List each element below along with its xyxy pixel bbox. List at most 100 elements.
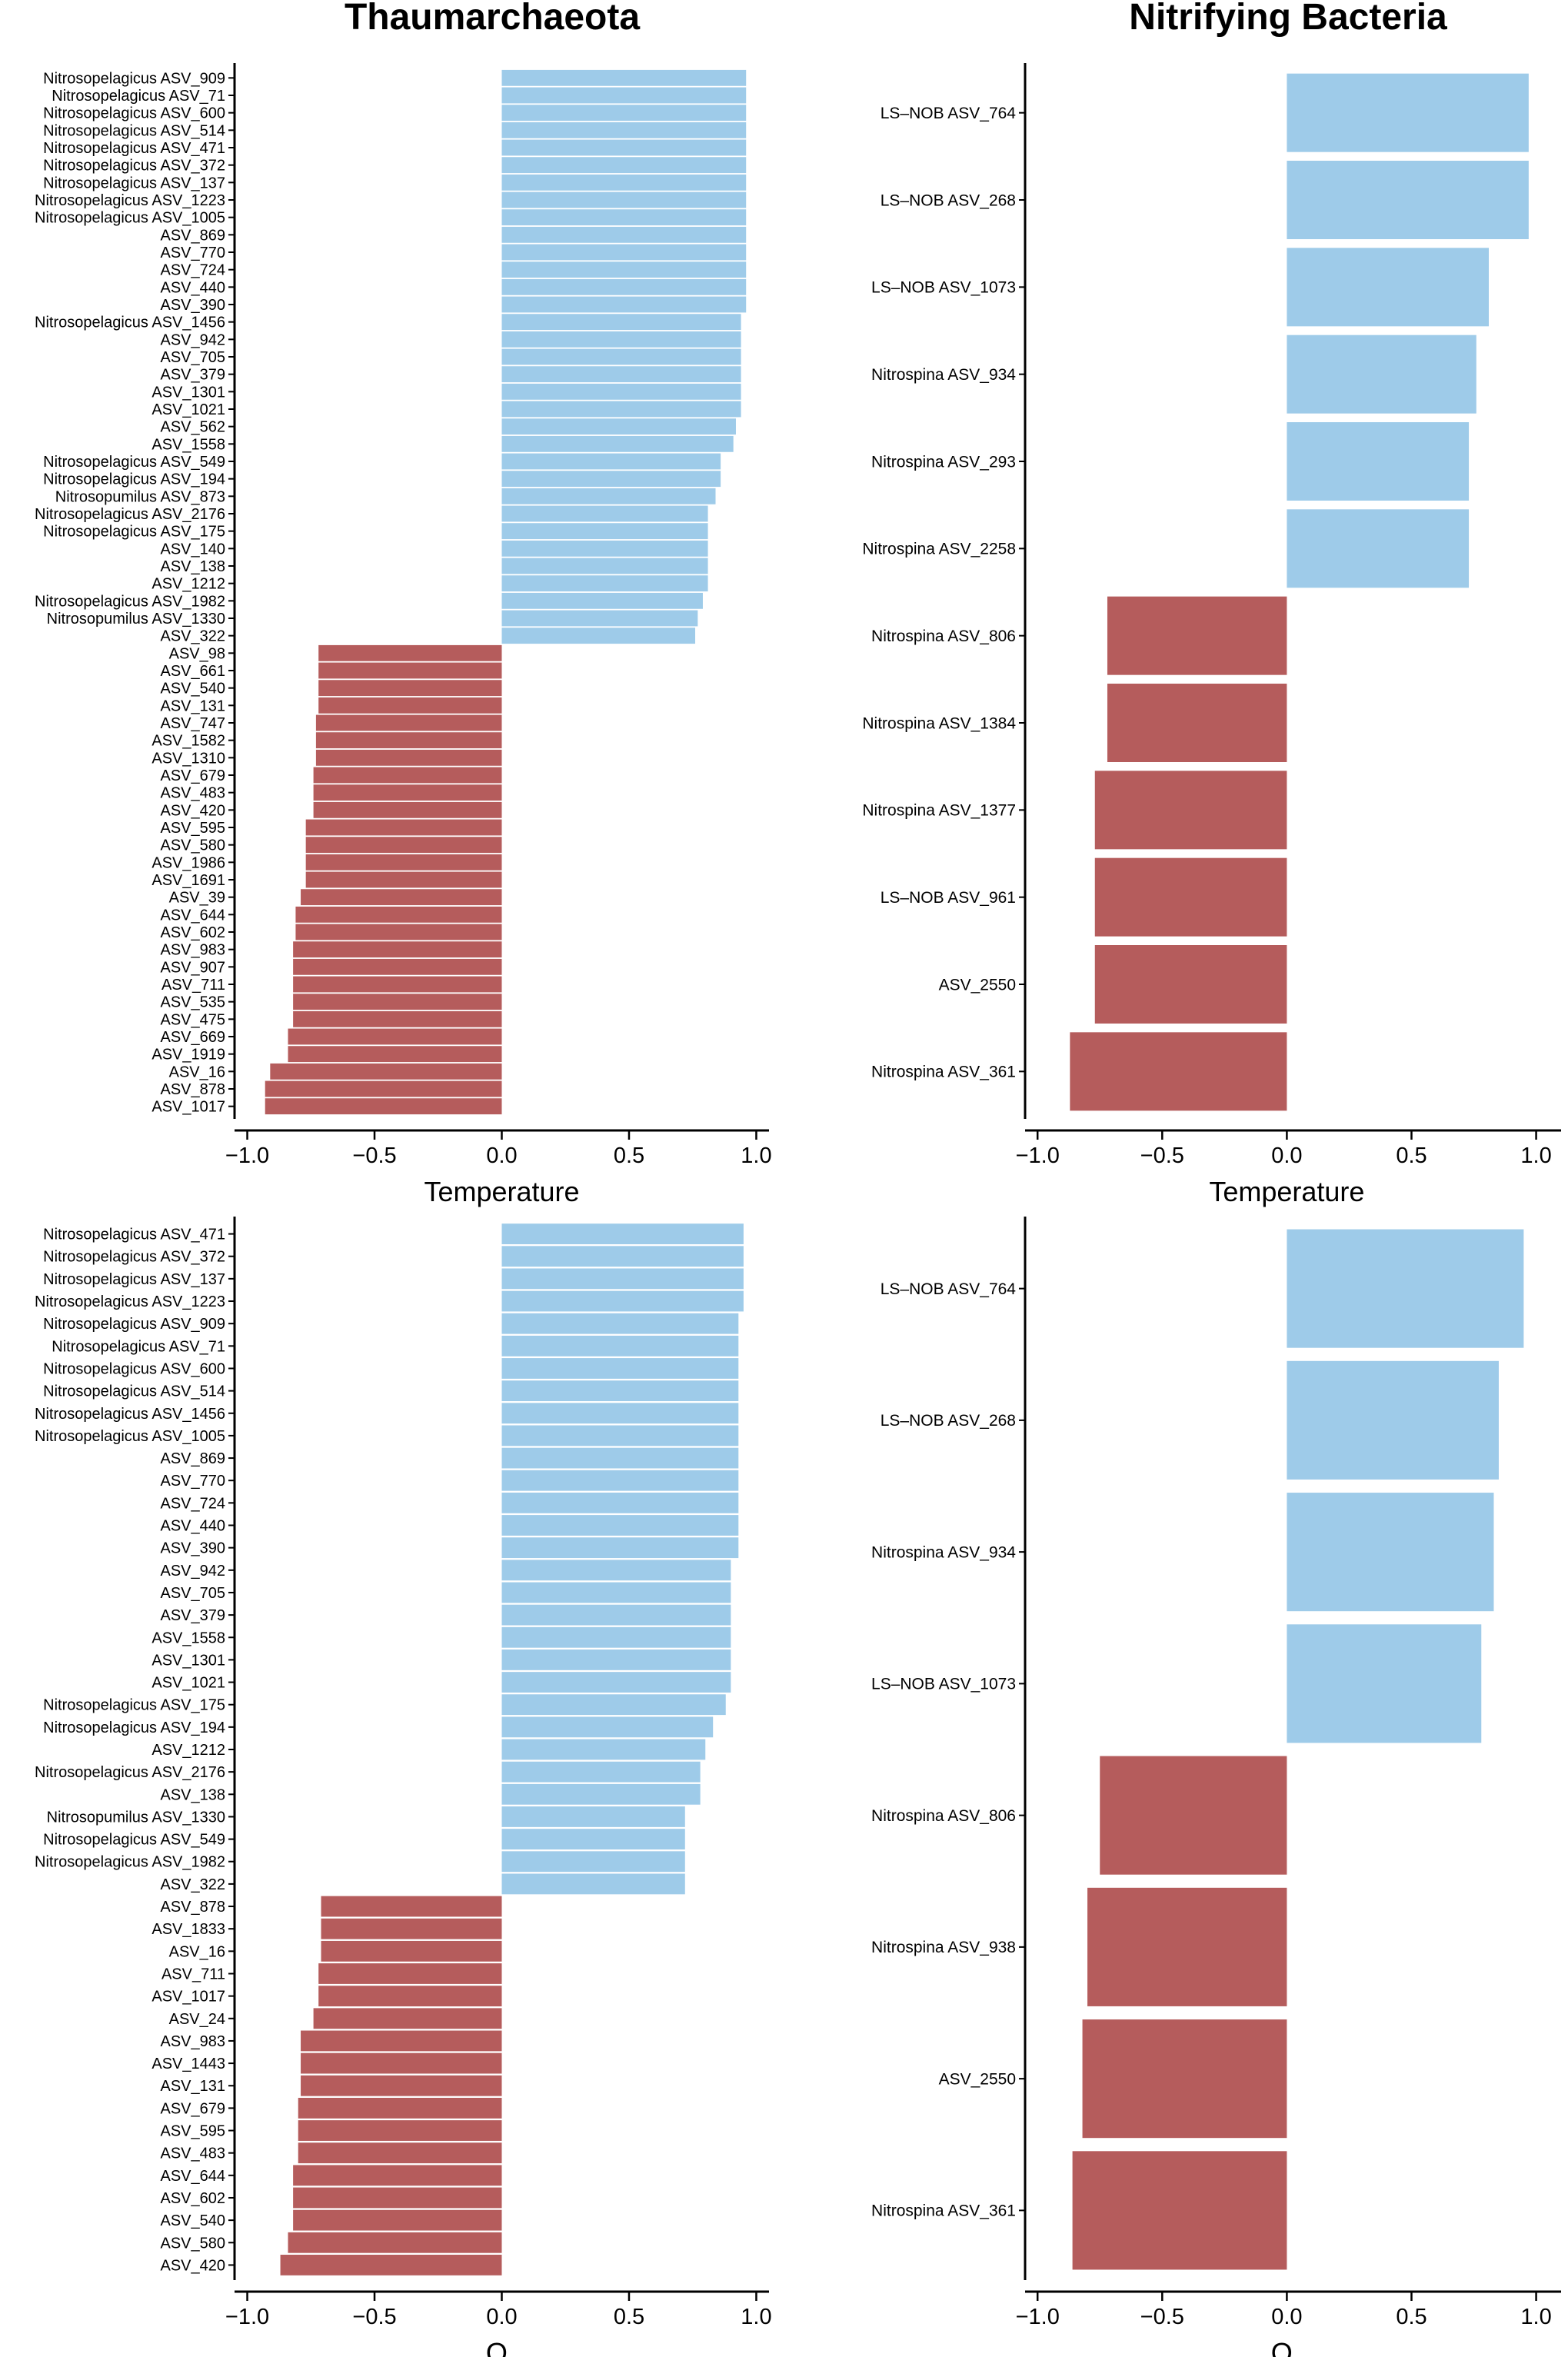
category-label-2-14: ASV_390 (160, 1540, 225, 1557)
bar-1-5 (1287, 509, 1470, 588)
bar-2-1 (501, 1246, 744, 1267)
bar-3-7 (1072, 2151, 1287, 2270)
bar-2-22 (501, 1716, 714, 1738)
bar-3-1 (1287, 1360, 1499, 1480)
bar-0-3 (501, 122, 747, 138)
category-label-2-34: ASV_1017 (151, 1989, 225, 2006)
bar-1-6 (1107, 596, 1287, 675)
bar-2-43 (293, 2187, 502, 2209)
x-tick-label-2-3: 0.5 (614, 2305, 644, 2329)
bar-3-0 (1287, 1229, 1524, 1348)
bar-1-0 (1287, 73, 1529, 152)
x-axis-label-2: O2 (486, 2337, 518, 2357)
category-label-0-33: ASV_98 (169, 645, 225, 662)
category-label-0-44: ASV_580 (160, 837, 225, 854)
category-label-2-4: Nitrosopelagicus ASV_909 (43, 1316, 225, 1333)
bar-0-41 (313, 784, 502, 801)
bar-1-4 (1287, 422, 1470, 501)
category-label-3-7: Nitrospina ASV_361 (871, 2202, 1016, 2220)
bar-0-53 (293, 994, 502, 1010)
bar-2-26 (501, 1806, 685, 1827)
category-label-2-45: ASV_580 (160, 2235, 225, 2252)
category-label-0-7: Nitrosopelagicus ASV_1223 (35, 192, 225, 209)
category-label-2-38: ASV_131 (160, 2078, 225, 2095)
x-tick-label-3-4: 1.0 (1520, 2305, 1551, 2329)
category-label-0-48: ASV_644 (160, 907, 225, 924)
category-label-0-46: ASV_1691 (151, 872, 225, 889)
category-label-3-1: LS–NOB ASV_268 (881, 1412, 1016, 1430)
category-label-1-2: LS–NOB ASV_1073 (871, 279, 1016, 297)
bar-0-32 (501, 628, 696, 644)
category-label-0-42: ASV_420 (160, 802, 225, 819)
category-label-2-44: ASV_540 (160, 2212, 225, 2229)
category-label-1-0: LS–NOB ASV_764 (881, 105, 1017, 122)
bar-0-24 (501, 488, 716, 504)
x-tick-label-2-2: 0.0 (486, 2305, 517, 2329)
bar-0-1 (501, 87, 747, 104)
category-label-0-27: ASV_140 (160, 541, 225, 558)
category-label-0-18: ASV_1301 (151, 384, 225, 401)
category-label-0-24: Nitrosopumilus ASV_873 (55, 488, 225, 505)
category-label-0-55: ASV_669 (160, 1029, 225, 1046)
x-axis-label-text-0: Temperature (424, 1176, 579, 1207)
bar-1-10 (1094, 945, 1287, 1024)
x-tick-label-2-4: 1.0 (741, 2305, 771, 2329)
bar-0-18 (501, 383, 741, 400)
bar-2-23 (501, 1739, 706, 1760)
category-label-0-43: ASV_595 (160, 820, 225, 837)
bar-2-39 (298, 2097, 502, 2119)
bar-2-8 (501, 1403, 739, 1424)
bar-2-19 (501, 1650, 731, 1670)
category-label-0-28: ASV_138 (160, 558, 225, 575)
bar-2-6 (501, 1358, 739, 1379)
bar-0-48 (295, 906, 502, 923)
category-label-2-25: ASV_138 (160, 1786, 225, 1803)
bar-0-17 (501, 366, 741, 383)
x-tick-label-2-0: −1.0 (225, 2305, 269, 2329)
category-label-2-40: ASV_595 (160, 2123, 225, 2140)
category-label-0-38: ASV_1582 (151, 733, 225, 750)
category-label-2-6: Nitrosopelagicus ASV_600 (43, 1360, 225, 1377)
bar-2-16 (501, 1582, 731, 1603)
category-label-2-17: ASV_379 (160, 1607, 225, 1624)
category-label-1-5: Nitrospina ASV_2258 (862, 541, 1016, 558)
category-label-1-6: Nitrospina ASV_806 (871, 628, 1016, 645)
category-label-0-11: ASV_724 (160, 262, 225, 279)
category-label-0-54: ASV_475 (160, 1011, 225, 1028)
category-label-2-32: ASV_16 (169, 1943, 225, 1960)
bar-0-47 (301, 889, 502, 906)
category-label-2-11: ASV_770 (160, 1473, 225, 1490)
bar-2-35 (313, 2008, 502, 2029)
category-label-0-1: Nitrosopelagicus ASV_71 (52, 88, 225, 105)
bar-0-27 (501, 540, 708, 557)
category-label-0-14: Nitrosopelagicus ASV_1456 (35, 315, 225, 331)
category-label-0-39: ASV_1310 (151, 750, 225, 767)
bar-2-25 (501, 1783, 701, 1805)
bar-0-49 (295, 924, 502, 940)
bar-2-24 (501, 1761, 701, 1783)
category-label-2-5: Nitrosopelagicus ASV_71 (52, 1338, 225, 1355)
category-label-0-40: ASV_679 (160, 767, 225, 784)
bar-0-51 (293, 958, 502, 975)
category-label-2-36: ASV_983 (160, 2033, 225, 2050)
bar-0-15 (501, 331, 741, 348)
category-label-2-10: ASV_869 (160, 1450, 225, 1467)
bar-2-44 (293, 2209, 502, 2231)
category-label-2-19: ASV_1301 (151, 1652, 225, 1669)
category-label-3-6: ASV_2550 (939, 2070, 1016, 2088)
bar-0-36 (318, 697, 502, 714)
bar-2-20 (501, 1672, 731, 1693)
category-label-0-53: ASV_535 (160, 994, 225, 1011)
x-axis-label-text-2: O (486, 2337, 508, 2357)
panel-thaumarchaeota-o2: Nitrosopelagicus ASV_471 Nitrosopelagicus… (35, 1217, 772, 2357)
category-label-3-0: LS–NOB ASV_764 (881, 1280, 1017, 1298)
category-label-0-10: ASV_770 (160, 245, 225, 261)
x-tick-label-0-0: −1.0 (225, 1144, 269, 1168)
bar-0-7 (501, 191, 747, 208)
category-label-2-31: ASV_1833 (151, 1921, 225, 1938)
category-label-2-26: Nitrosopumilus ASV_1330 (47, 1809, 225, 1826)
category-label-0-3: Nitrosopelagicus ASV_514 (43, 122, 225, 139)
bar-2-3 (501, 1290, 744, 1312)
bar-3-5 (1087, 1887, 1287, 2006)
